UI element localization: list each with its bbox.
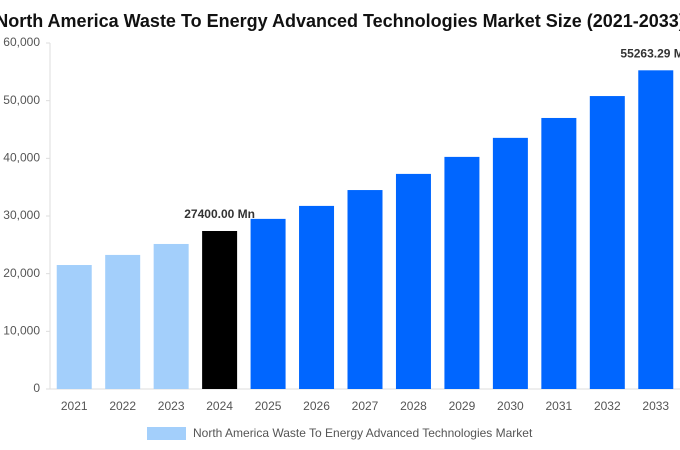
x-tick-label: 2026 (303, 399, 330, 413)
bar (250, 218, 286, 389)
bar (541, 117, 577, 389)
value-label: 27400.00 Mn (184, 207, 255, 221)
y-tick-label: 40,000 (3, 151, 40, 165)
x-tick-label: 2027 (352, 399, 379, 413)
y-tick-label: 20,000 (3, 266, 40, 280)
bar (153, 243, 189, 389)
x-tick-label: 2028 (400, 399, 427, 413)
x-tick-label: 2031 (545, 399, 572, 413)
bar (56, 265, 92, 389)
y-tick-label: 50,000 (3, 93, 40, 107)
bar (105, 254, 141, 389)
legend-swatch (147, 427, 186, 440)
y-tick-label: 10,000 (3, 324, 40, 338)
x-tick-label: 2021 (61, 399, 88, 413)
bar (589, 96, 625, 389)
x-tick-label: 2033 (642, 399, 669, 413)
bar (395, 173, 431, 389)
bar (347, 190, 383, 389)
x-tick-label: 2030 (497, 399, 524, 413)
value-label: 55263.29 Mn (620, 46, 680, 60)
bar (492, 137, 528, 389)
y-tick-label: 60,000 (3, 35, 40, 49)
x-tick-label: 2022 (109, 399, 136, 413)
y-tick-label: 30,000 (3, 208, 40, 222)
x-tick-label: 2023 (158, 399, 185, 413)
x-tick-label: 2032 (594, 399, 621, 413)
legend-label: North America Waste To Energy Advanced T… (193, 426, 533, 440)
x-tick-label: 2029 (449, 399, 476, 413)
bar (299, 205, 335, 389)
x-tick-label: 2025 (255, 399, 282, 413)
bar (444, 156, 480, 389)
y-tick-label: 0 (33, 381, 40, 395)
chart-title: North America Waste To Energy Advanced T… (0, 11, 680, 31)
bar (638, 70, 674, 389)
x-tick-label: 2024 (206, 399, 233, 413)
bar (202, 230, 238, 389)
